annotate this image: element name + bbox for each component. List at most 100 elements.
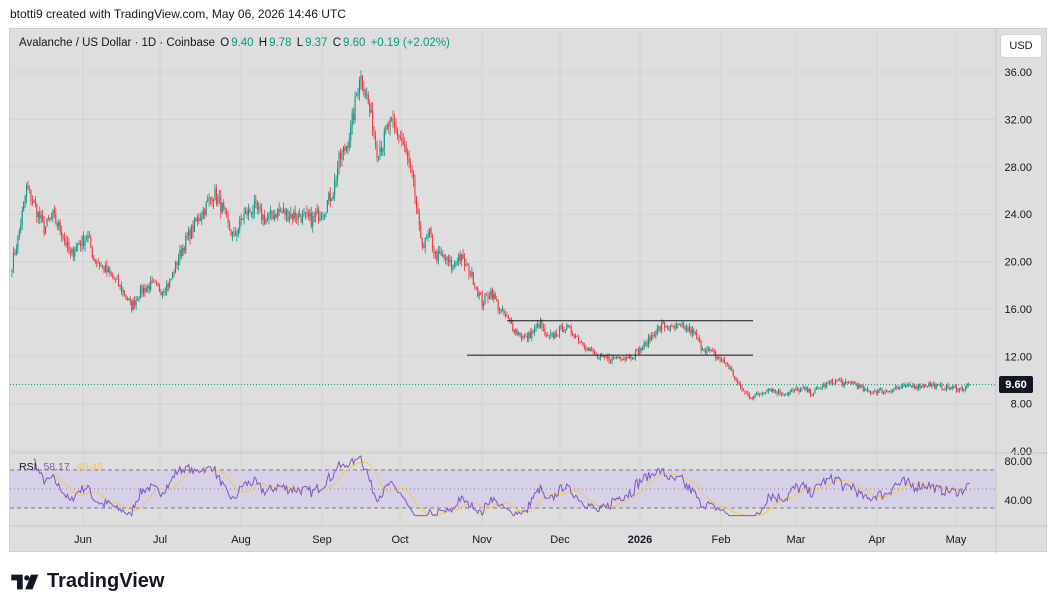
candle-body	[734, 376, 736, 380]
candle-body	[912, 385, 914, 387]
candle-body	[281, 211, 283, 213]
high-label: H	[258, 37, 268, 49]
chart-svg[interactable]: 36.00 32.00 28.00 24.00 20.00 16.00 12.00 8.00 4…	[10, 29, 1048, 553]
candle-body	[858, 385, 860, 389]
candle-body	[312, 216, 314, 227]
candle-body	[966, 384, 968, 388]
candle-body	[477, 288, 479, 297]
candle-body	[525, 335, 527, 337]
candle-body	[110, 272, 112, 275]
candle-body	[685, 327, 688, 331]
candle-body	[953, 386, 955, 388]
candle-body	[287, 209, 289, 221]
candle-body	[688, 327, 690, 332]
candle-body	[923, 384, 926, 387]
candle-body	[862, 386, 864, 391]
candle-body	[145, 288, 147, 293]
candle-body	[84, 241, 86, 246]
candle-body	[278, 209, 280, 212]
candle-body	[545, 335, 547, 337]
candle-body	[916, 387, 918, 389]
candle-body	[139, 285, 142, 298]
candle-body	[948, 387, 950, 390]
candle-body	[112, 274, 114, 278]
candle-body	[675, 324, 677, 329]
candle-body	[913, 385, 915, 389]
candle-body	[535, 327, 537, 328]
candle-body	[542, 326, 544, 329]
candle-body	[176, 261, 178, 266]
candle-body	[958, 388, 961, 391]
candle-body	[761, 392, 763, 394]
candle-body	[258, 207, 260, 210]
currency-button[interactable]: USD	[1000, 34, 1042, 58]
candle-body	[840, 379, 842, 382]
candle-body	[430, 228, 432, 236]
candle-body	[756, 393, 758, 395]
grid	[10, 29, 996, 526]
candle-body	[338, 152, 340, 169]
candle-body	[342, 147, 344, 152]
candle-body	[398, 135, 400, 137]
candle-body	[671, 325, 673, 326]
candle-body	[814, 389, 816, 394]
candle-body	[52, 210, 54, 218]
candle-body	[900, 386, 902, 389]
candle-body	[233, 231, 235, 233]
candle-body	[256, 202, 258, 210]
candle-body	[556, 333, 558, 337]
candle-body	[649, 336, 651, 341]
time-tick-label: Aug	[231, 534, 251, 546]
candle-body	[723, 359, 726, 363]
candle-body	[217, 197, 219, 204]
candle-body	[459, 254, 461, 261]
candle-body	[364, 94, 366, 96]
candle-body	[520, 336, 523, 338]
candle-body	[631, 358, 634, 360]
rsi-legend: RSI 58.17 49.48	[19, 461, 103, 473]
candle-body	[554, 333, 556, 339]
candle-body	[919, 383, 921, 388]
candle-body	[418, 213, 420, 226]
candle-body	[585, 348, 587, 350]
candle-body	[872, 391, 874, 393]
candle-body	[372, 110, 374, 135]
candle-body	[228, 222, 231, 231]
candle-body	[910, 385, 912, 387]
price-tick-label: 12.00	[1004, 351, 1032, 363]
candle-body	[867, 388, 869, 392]
candle-body	[589, 347, 591, 351]
candle-body	[588, 347, 590, 351]
candles	[11, 70, 971, 401]
candle-body	[297, 213, 299, 220]
candle-body	[28, 189, 31, 190]
candle-body	[887, 391, 889, 393]
candle-body	[753, 396, 755, 399]
candle-body	[373, 134, 375, 136]
candle-body	[153, 281, 155, 283]
candle-body	[548, 335, 550, 337]
candle-body	[512, 323, 514, 331]
candle-body	[252, 211, 254, 215]
candle-body	[188, 229, 190, 237]
candle-body	[290, 213, 292, 217]
chart-frame[interactable]: 36.00 32.00 28.00 24.00 20.00 16.00 12.00 8.00 4…	[9, 28, 1048, 553]
candle-body	[135, 299, 137, 306]
candle-body	[564, 329, 566, 331]
candle-body	[464, 257, 466, 266]
candle-body	[661, 323, 663, 330]
candle-body	[509, 318, 511, 321]
candle-body	[557, 335, 559, 337]
candle-body	[931, 384, 933, 387]
low-value: 9.37	[305, 37, 328, 49]
time-tick-label: 2026	[628, 534, 652, 546]
candle-body	[129, 298, 131, 301]
candle-body	[775, 391, 777, 392]
candle-body	[665, 326, 667, 328]
candle-body	[487, 295, 489, 299]
candle-body	[370, 110, 372, 113]
time-tick-label: Apr	[868, 534, 885, 546]
tradingview-logo[interactable]: TradingView	[11, 570, 164, 593]
time-tick-label: Jun	[74, 534, 92, 546]
candle-body	[461, 254, 463, 261]
